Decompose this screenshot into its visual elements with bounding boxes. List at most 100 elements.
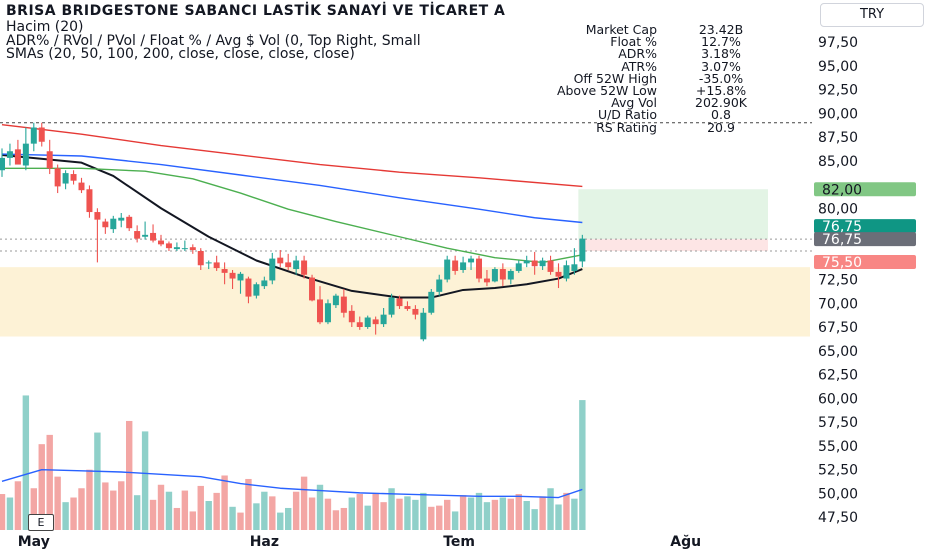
candle: [468, 255, 475, 270]
volume-bar: [22, 395, 30, 530]
avg_volume-line: [1, 468, 583, 499]
candle-body: [483, 278, 490, 283]
volume-bar: [253, 503, 260, 530]
volume-bar: [70, 497, 77, 530]
candle: [483, 270, 490, 287]
candle-body: [237, 273, 244, 281]
volume-bar: [38, 444, 45, 530]
candle-body: [372, 319, 379, 325]
volume-bar: [221, 475, 228, 530]
sma50-line: [2, 167, 583, 264]
candle-body: [245, 278, 252, 297]
stat-label: U/D Ratio: [597, 107, 657, 123]
y-tick-label: 67,50: [818, 320, 858, 336]
volume-bar: [30, 488, 37, 530]
volume-bar: [86, 469, 93, 530]
adr-indicator-label[interactable]: ADR% / RVol / PVol / Float % / Avg $ Vol…: [6, 33, 421, 49]
volume-bar: [94, 432, 101, 530]
volume-bar: [444, 499, 451, 530]
candle-body: [340, 296, 347, 313]
candle-body: [476, 258, 482, 279]
candle-body: [14, 149, 21, 165]
candle: [428, 289, 435, 315]
candle: [102, 218, 109, 234]
stat-label: Avg Vol: [611, 95, 657, 111]
candle-body: [531, 260, 538, 267]
stat-row-avg-vol: Avg Vol 202.90K: [495, 95, 785, 111]
stat-value: 12.7%: [701, 34, 741, 50]
volume-indicator-label[interactable]: Hacim (20): [6, 19, 84, 35]
volume-bar: [126, 420, 133, 530]
candle: [364, 315, 371, 329]
candle-body: [412, 308, 419, 315]
x-tick-label: Ağu: [670, 534, 701, 550]
candle-body: [126, 216, 133, 229]
candle: [94, 208, 101, 263]
volume-bar: [62, 502, 69, 530]
volume-bar: [0, 494, 6, 530]
candle-body: [317, 299, 323, 323]
volume-bar: [245, 478, 252, 530]
candle-body: [332, 295, 339, 306]
x-tick-label: Haz: [250, 534, 279, 550]
candle: [388, 293, 395, 318]
stat-value: 0.8: [711, 107, 731, 123]
candle-body: [205, 262, 212, 264]
zones-layer: [0, 189, 810, 337]
volume-bar: [6, 497, 14, 530]
candle-body: [277, 257, 284, 264]
volume-bar: [46, 434, 53, 530]
candle-body: [54, 168, 61, 187]
candle-body: [420, 312, 427, 340]
y-tick-label: 62,50: [818, 368, 858, 384]
stat-row-adr: ADR% 3.18%: [495, 48, 785, 61]
stat-label: Off 52W High: [573, 70, 657, 86]
price-label-text: 76,75: [822, 219, 862, 235]
sma100-line: [1, 153, 583, 224]
candle-body: [507, 270, 514, 280]
candle: [309, 274, 316, 302]
candle: [563, 260, 570, 282]
volume-bar: [229, 506, 236, 530]
x-tick-label: May: [18, 534, 50, 550]
volume-bar: [332, 510, 340, 530]
stat-label: Market Cap: [585, 22, 657, 37]
candle-body: [539, 260, 546, 267]
candle-body: [293, 260, 300, 270]
candle: [150, 224, 157, 243]
volume-bar: [133, 495, 141, 530]
candle: [452, 255, 459, 275]
volume-bar: [459, 495, 467, 530]
volume-bar: [340, 507, 348, 530]
candle-body: [571, 264, 578, 271]
candle: [30, 122, 37, 152]
time-axis[interactable]: May Haz Tem Ağu: [18, 534, 701, 550]
earnings-event-marker[interactable]: E: [28, 514, 54, 531]
candle: [142, 221, 149, 240]
sma-indicator-label[interactable]: SMAs (20, 50, 100, 200, close, close, cl…: [6, 46, 355, 62]
candle: [571, 248, 578, 275]
candle-body: [356, 322, 363, 327]
candle-body: [94, 212, 101, 220]
volume-bar: [285, 507, 292, 530]
volume-bar: [483, 502, 491, 530]
candle-body: [62, 173, 69, 184]
price-label-badge: [814, 232, 916, 247]
candle: [158, 234, 164, 247]
candle-body: [348, 310, 355, 323]
currency-badge[interactable]: TRY: [820, 3, 924, 27]
candle-body: [189, 247, 196, 251]
volume-bar: [308, 497, 316, 530]
volume-bar: [205, 501, 212, 530]
volume-bar: [189, 511, 196, 530]
candle-body: [165, 243, 172, 249]
volume-bar: [364, 505, 371, 530]
sma200-line: [1, 123, 583, 188]
volume-bar: [356, 494, 363, 530]
volume-bar: [531, 509, 538, 530]
price-axis[interactable]: 97,50 95,00 92,50 90,00 87,50 85,00 80,00 72,50…: [818, 35, 858, 526]
price-label-text: 76,75: [822, 232, 862, 248]
candle-body: [197, 251, 204, 266]
stat-row-atr: ATR% 3.07%: [495, 60, 785, 73]
